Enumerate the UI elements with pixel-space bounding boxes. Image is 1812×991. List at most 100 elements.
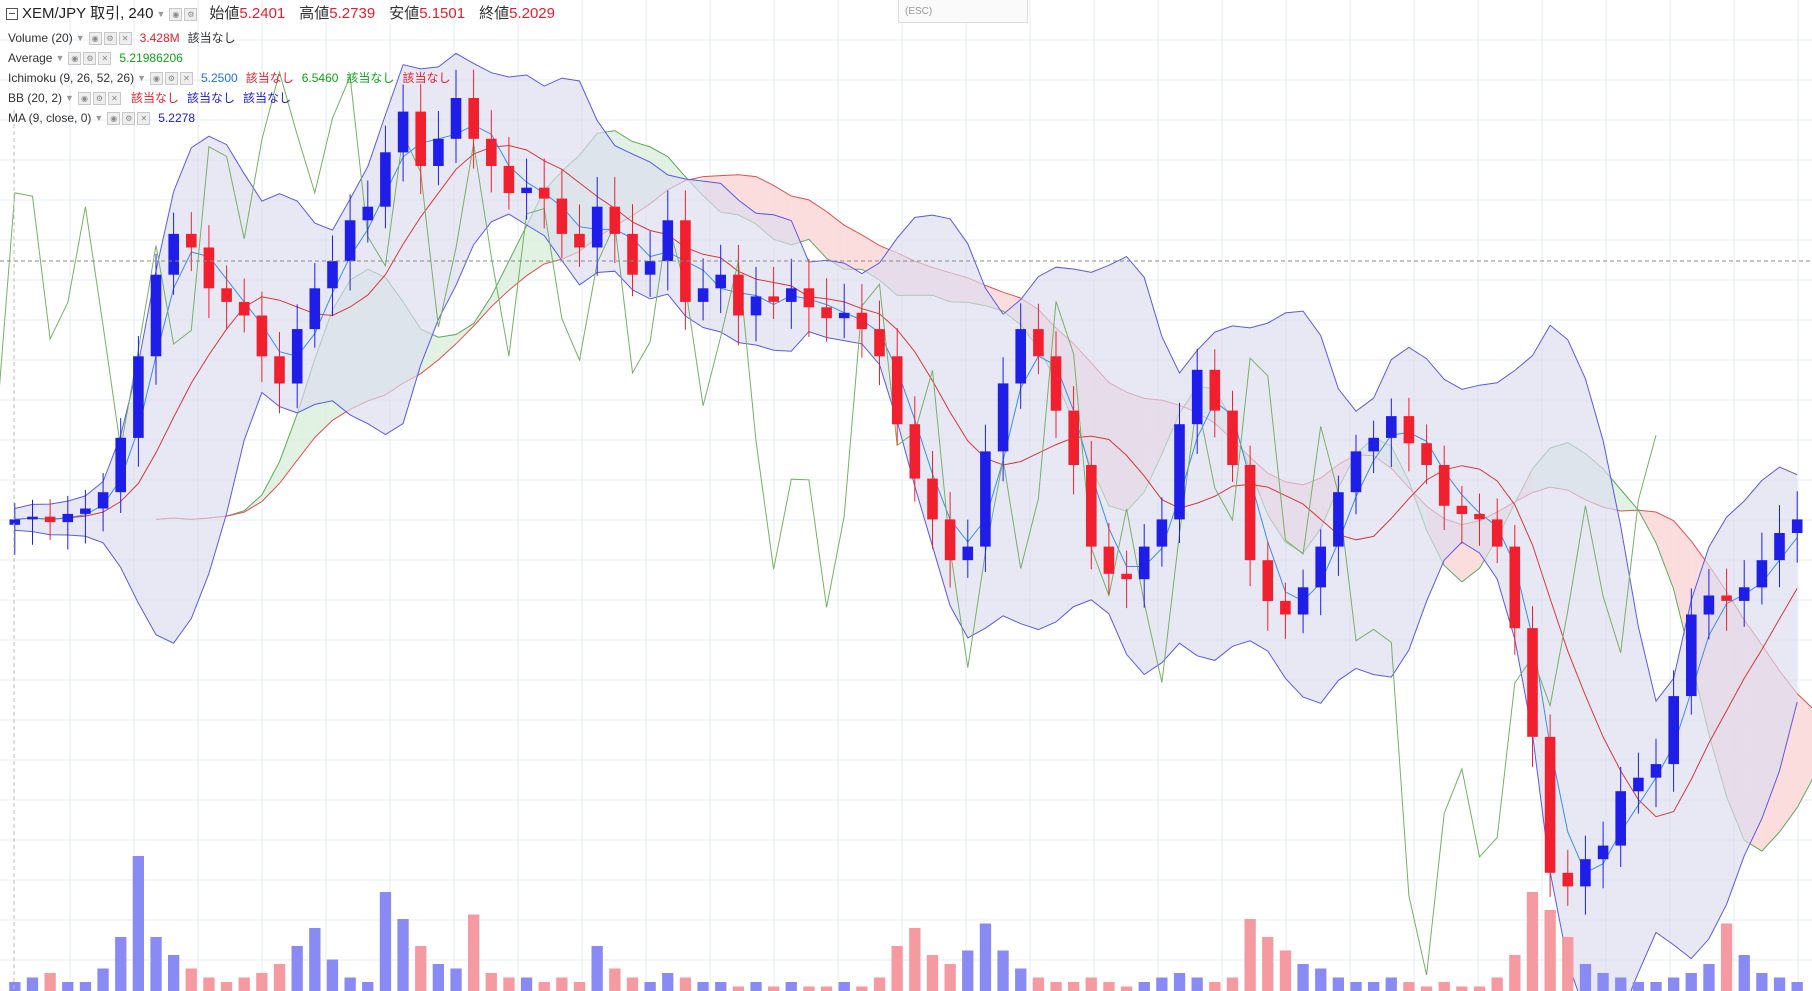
candle-body: [1562, 872, 1574, 887]
volume-bar: [873, 977, 886, 991]
candle: [1297, 569, 1309, 634]
candle-body: [662, 220, 674, 262]
chevron-down-icon[interactable]: ▼: [94, 113, 104, 123]
candle: [1227, 390, 1238, 482]
visibility-icon[interactable]: ◉: [68, 51, 82, 65]
close-icon[interactable]: ✕: [180, 71, 193, 85]
volume-bar: [1579, 964, 1592, 991]
visibility-icon[interactable]: ◉: [107, 111, 121, 125]
candle: [803, 259, 815, 337]
candle: [997, 357, 1009, 482]
candle-body: [1791, 519, 1803, 533]
volume-bar: [1650, 982, 1662, 991]
volume-bar: [715, 982, 727, 991]
candle: [344, 194, 356, 291]
volume-bar: [273, 964, 286, 991]
close-icon[interactable]: ✕: [137, 111, 151, 125]
candle-body: [1615, 791, 1626, 846]
settings-icon[interactable]: ⚙: [165, 71, 178, 85]
volume-bar: [1315, 968, 1327, 991]
volume-bar: [344, 977, 356, 991]
volume-bar: [1632, 982, 1644, 991]
volume-bar: [1456, 986, 1468, 991]
candle-body: [1386, 416, 1397, 438]
candle: [1774, 505, 1785, 588]
candle: [1086, 441, 1097, 570]
volume-bar: [1332, 977, 1344, 991]
chevron-down-icon[interactable]: ▼: [55, 53, 65, 63]
candle-body: [1774, 533, 1785, 561]
candle-body: [627, 233, 638, 275]
cloud-segment: [491, 261, 509, 307]
volume-bar: [485, 973, 497, 991]
candle-body: [1668, 696, 1679, 765]
candle: [715, 244, 726, 314]
legend-volume-row: Volume (20) ▼ ◉ ⚙ ✕ 3.428M 該当なし: [0, 28, 555, 48]
candle-body: [856, 312, 868, 330]
chevron-down-icon[interactable]: ▼: [137, 73, 146, 83]
candle: [538, 158, 550, 229]
volume-bar: [150, 937, 162, 991]
cloud-segment: [1797, 693, 1812, 808]
close-icon[interactable]: ✕: [98, 51, 112, 65]
visibility-icon[interactable]: ◉: [169, 7, 183, 21]
volume-bar: [750, 982, 762, 991]
bollinger-bands: [14, 52, 1798, 991]
candle-body: [1721, 595, 1732, 601]
candle-body: [1174, 424, 1185, 520]
legend-ma-row: MA (9, close, 0) ▼ ◉ ⚙ ✕ 5.2278: [0, 108, 555, 128]
cloud-segment: [508, 225, 527, 291]
bb-lower-value: 該当なし: [242, 91, 291, 105]
candle: [1456, 485, 1468, 544]
settings-icon[interactable]: ⚙: [92, 91, 106, 105]
candle: [1650, 738, 1662, 808]
chevron-down-icon[interactable]: ▼: [156, 9, 166, 19]
close-icon[interactable]: ✕: [118, 31, 132, 45]
collapse-icon[interactable]: [6, 8, 18, 20]
high-value: 5.2739: [329, 5, 376, 22]
legend-ichimoku-row: Ichimoku (9, 26, 52, 26) ▼ ◉ ⚙ ✕ 5.2500 該当…: [0, 68, 555, 88]
settings-icon[interactable]: ⚙: [103, 31, 117, 45]
candle: [1703, 569, 1715, 640]
candle-body: [1050, 356, 1062, 411]
chevron-down-icon[interactable]: ▼: [65, 93, 74, 103]
candle-body: [97, 492, 109, 509]
candle: [874, 300, 885, 386]
candle-body: [362, 206, 374, 221]
candle-body: [891, 356, 903, 425]
visibility-icon[interactable]: ◉: [77, 91, 91, 105]
candle: [1209, 349, 1221, 438]
volume-bar: [662, 973, 674, 991]
settings-icon[interactable]: ⚙: [122, 111, 136, 125]
visibility-icon[interactable]: ◉: [150, 71, 163, 85]
candlesticks: [9, 69, 1803, 915]
candle-body: [1703, 595, 1715, 615]
volume-bar: [520, 977, 533, 991]
candle: [503, 137, 515, 210]
volume-bar: [62, 982, 74, 991]
candle: [1350, 434, 1362, 515]
visibility-icon[interactable]: ◉: [88, 31, 102, 45]
volume-na: 該当なし: [187, 31, 236, 45]
candle-body: [1368, 437, 1379, 452]
bb-basis-value: 該当なし: [130, 91, 179, 105]
ichimoku-chikou-value: 6.5460: [301, 71, 339, 85]
chevron-down-icon[interactable]: ▼: [75, 33, 85, 43]
volume-bar: [1526, 892, 1539, 991]
settings-icon[interactable]: ⚙: [83, 51, 97, 65]
candle-body: [1244, 465, 1256, 561]
candle: [1138, 524, 1150, 608]
candle: [768, 266, 779, 319]
candle: [1033, 303, 1044, 375]
candle: [44, 499, 56, 540]
settings-icon[interactable]: ⚙: [184, 7, 198, 21]
close-icon[interactable]: ✕: [107, 91, 121, 105]
cloud-segment: [279, 413, 298, 484]
volume-bar: [644, 982, 656, 991]
cloud-segment: [261, 461, 280, 502]
volume-bar: [379, 892, 392, 991]
volume-bar: [1350, 982, 1362, 991]
legend-bb-row: BB (20, 2) ▼ ◉ ⚙ ✕ 該当なし 該当なし 該当なし: [0, 88, 555, 108]
volume-bar: [1120, 986, 1133, 991]
